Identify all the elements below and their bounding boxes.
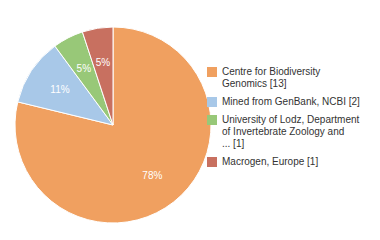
html-text:Mined from GenBank, NCBI [2]: Mined from GenBank, NCBI [2] (222, 96, 360, 107)
html-text:Centre for Biodiversity Genomi: Centre for Biodiversity Genomics [13] (222, 66, 321, 89)
html-text:Macrogen, Europe [1]: Macrogen, Europe [1] (222, 156, 319, 167)
svg-text:5%: 5% (77, 63, 92, 74)
svg-text:78%: 78% (142, 170, 162, 181)
html-text:University of Lodz, Department: University of Lodz, Department of Invert… (222, 114, 360, 149)
svg-text:11%: 11% (50, 84, 69, 95)
svg-text:5%: 5% (96, 57, 111, 68)
